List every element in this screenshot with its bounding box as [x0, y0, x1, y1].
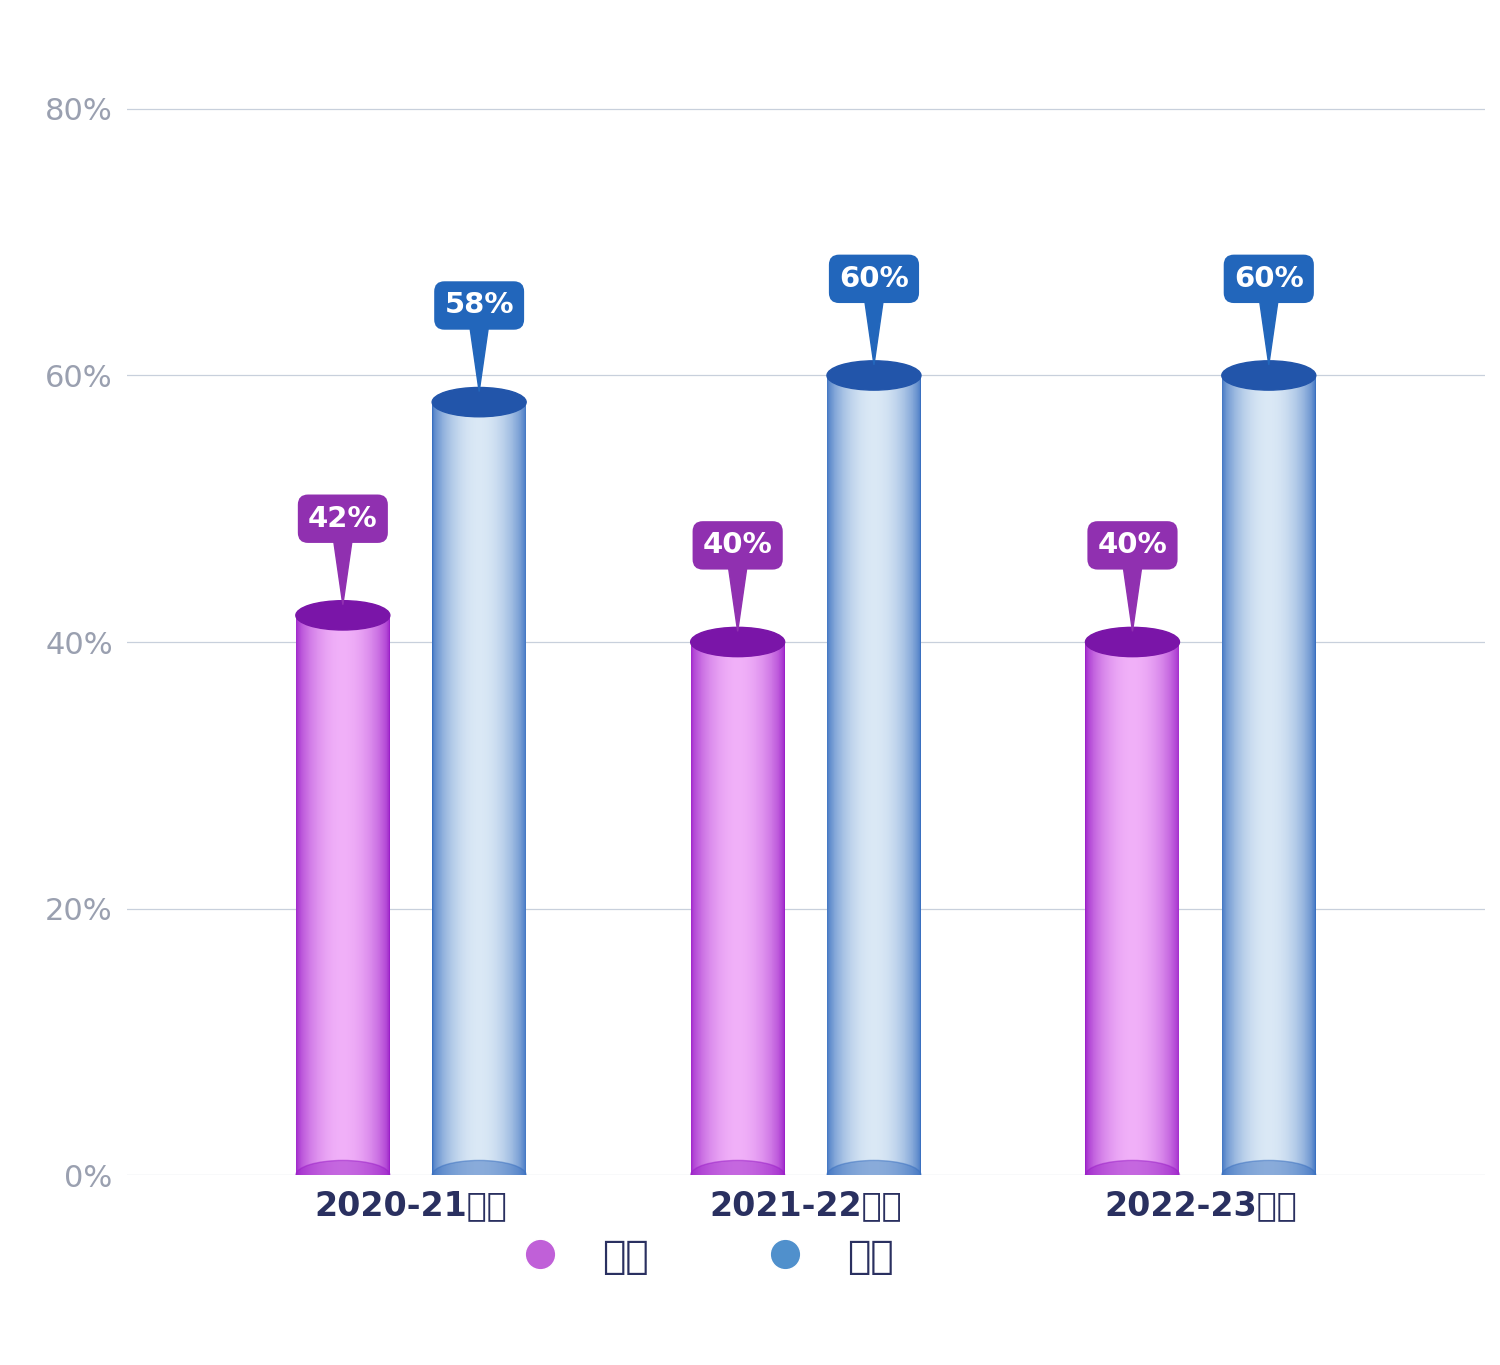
Ellipse shape: [432, 388, 526, 416]
Text: 40%: 40%: [704, 531, 772, 560]
Ellipse shape: [296, 601, 390, 631]
Ellipse shape: [1222, 360, 1316, 390]
Text: 60%: 60%: [1234, 265, 1304, 293]
Ellipse shape: [690, 1160, 784, 1190]
Polygon shape: [1120, 553, 1144, 632]
Ellipse shape: [296, 1160, 390, 1190]
Ellipse shape: [827, 360, 921, 390]
Ellipse shape: [1086, 1160, 1179, 1190]
Polygon shape: [726, 553, 748, 632]
Polygon shape: [332, 526, 354, 605]
Ellipse shape: [1086, 628, 1179, 657]
Ellipse shape: [690, 628, 784, 657]
Polygon shape: [862, 287, 885, 364]
Text: 60%: 60%: [839, 265, 909, 293]
Text: 42%: 42%: [308, 505, 378, 532]
Text: 58%: 58%: [444, 292, 514, 319]
Ellipse shape: [432, 1160, 526, 1190]
Legend: 女性, 男性: 女性, 男性: [484, 1223, 909, 1291]
Ellipse shape: [1222, 1160, 1316, 1190]
Ellipse shape: [827, 1160, 921, 1190]
Polygon shape: [468, 313, 490, 392]
Polygon shape: [1257, 287, 1280, 364]
Text: 40%: 40%: [1098, 531, 1167, 560]
